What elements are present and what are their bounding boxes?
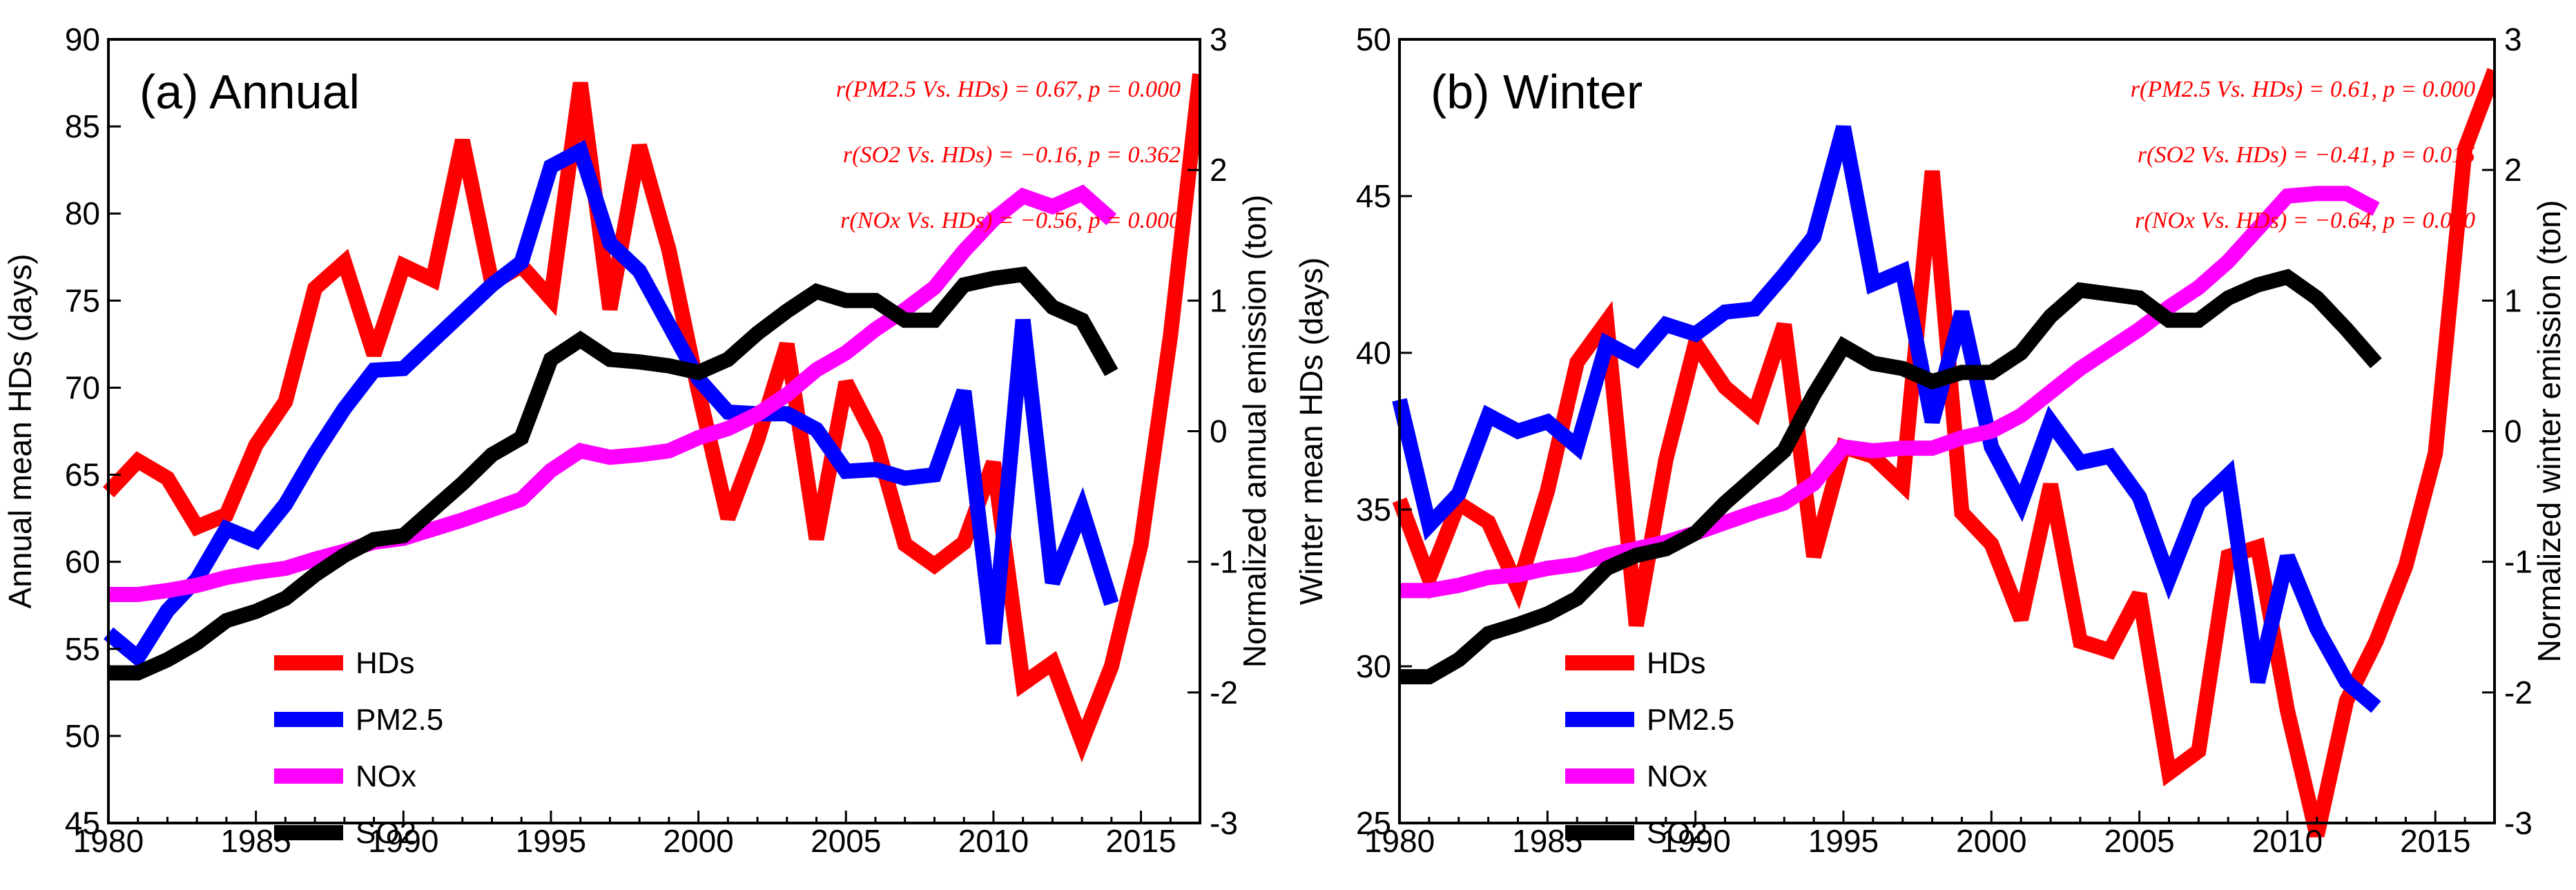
x-tick-label: 1980 [1364, 823, 1435, 859]
legend-label: SO2 [1647, 816, 1707, 850]
correlation-annotation: r(PM2.5 Vs. HDs) = 0.61, p = 0.000 [2131, 77, 2475, 102]
y-left-axis-title: Annual mean HDs (days) [2, 254, 38, 609]
correlation-annotation: r(SO2 Vs. HDs) = −0.41, p = 0.015 [2138, 142, 2475, 168]
series-line-hds [1392, 68, 2502, 838]
y-right-tick-label: -3 [2504, 805, 2533, 841]
y-left-tick-label: 50 [1356, 21, 1391, 57]
legend-label: PM2.5 [1647, 703, 1734, 737]
y-left-tick-label: 50 [65, 718, 100, 754]
x-tick-label: 2010 [2252, 823, 2323, 859]
y-left-tick-label: 60 [65, 544, 100, 580]
y-right-tick-label: -3 [1210, 805, 1238, 841]
legend-label: NOx [356, 760, 416, 793]
y-left-tick-label: 65 [65, 457, 100, 493]
x-tick-label: 2015 [2400, 823, 2470, 859]
x-tick-label: 2015 [1105, 823, 1176, 859]
series-line-pm25 [103, 139, 1119, 669]
y-left-tick-label: 75 [65, 282, 100, 318]
panel-annual: 1980 1985 1990 1995 2000 2005 2010 201545505560… [2, 21, 1272, 859]
y-left-tick-label: 45 [1356, 178, 1391, 214]
y-right-tick-label: 1 [2504, 282, 2522, 318]
legend-label: PM2.5 [356, 703, 443, 737]
y-right-tick-label: -2 [1210, 675, 1238, 710]
x-tick-label: 2005 [2104, 823, 2174, 859]
y-right-tick-label: 0 [2504, 414, 2522, 449]
y-right-tick-label: 3 [2504, 21, 2522, 57]
x-tick-label: 1990 [368, 823, 438, 859]
series-line-so2 [108, 266, 1118, 681]
y-right-tick-label: 0 [1210, 414, 1228, 449]
y-right-tick-label: 2 [2504, 152, 2522, 188]
y-left-tick-label: 30 [1356, 648, 1391, 684]
legend-label: SO2 [356, 816, 416, 850]
x-tick-label: 2000 [1956, 823, 2026, 859]
series-line-so2 [1400, 269, 2382, 685]
correlation-annotation: r(PM2.5 Vs. HDs) = 0.67, p = 0.000 [836, 77, 1181, 102]
clip-mask [1201, 39, 1219, 823]
panel-winter: 1980 1985 1990 1995 2000 2005 2010 201525303540… [1293, 21, 2567, 859]
series-line-pm25 [1392, 125, 2381, 713]
correlation-annotation: r(SO2 Vs. HDs) = −0.16, p = 0.362 [843, 142, 1181, 168]
legend-label: NOx [1647, 760, 1707, 793]
y-right-tick-label: 1 [1210, 282, 1228, 318]
y-left-tick-label: 70 [65, 369, 100, 405]
panel-title: (a) Annual [139, 65, 360, 119]
y-right-tick-label: 2 [1210, 152, 1228, 188]
y-right-axis-title: Normalized annual emission (ton) [1237, 195, 1272, 668]
correlation-annotation: r(NOx Vs. HDs) = −0.56, p = 0.000 [840, 208, 1181, 233]
x-tick-label: 2010 [958, 823, 1029, 859]
legend-label: HDs [1647, 646, 1706, 680]
x-tick-label: 1995 [516, 823, 586, 859]
y-right-tick-label: -2 [2504, 675, 2533, 710]
y-left-axis-title: Winter mean HDs (days) [1293, 258, 1329, 606]
x-tick-label: 1990 [1660, 823, 1730, 859]
y-right-tick-label: -1 [1210, 544, 1238, 580]
y-left-tick-label: 90 [65, 21, 100, 57]
series-line-nox [1400, 186, 2380, 599]
series-line-hds [102, 73, 1208, 763]
x-tick-label: 2000 [663, 823, 733, 859]
y-left-tick-label: 25 [1356, 805, 1391, 841]
y-right-tick-label: 3 [1210, 21, 1228, 57]
x-tick-label: 1995 [1808, 823, 1879, 859]
y-left-tick-label: 85 [65, 108, 100, 144]
y-left-tick-label: 55 [65, 631, 100, 667]
y-left-tick-label: 35 [1356, 492, 1391, 528]
panel-title: (b) Winter [1431, 65, 1643, 119]
x-tick-label: 1980 [73, 823, 144, 859]
y-right-tick-label: -1 [2504, 544, 2533, 580]
y-right-axis-title: Normalized winter emission (ton) [2531, 200, 2567, 663]
clip-mask [2496, 39, 2514, 823]
series-line-nox [108, 184, 1117, 602]
y-left-tick-label: 80 [65, 195, 100, 231]
legend-label: HDs [356, 646, 415, 680]
y-left-tick-label: 40 [1356, 335, 1391, 371]
correlation-annotation: r(NOx Vs. HDs) = −0.64, p = 0.000 [2135, 208, 2475, 233]
x-tick-label: 2005 [811, 823, 881, 859]
y-left-tick-label: 45 [65, 805, 100, 841]
